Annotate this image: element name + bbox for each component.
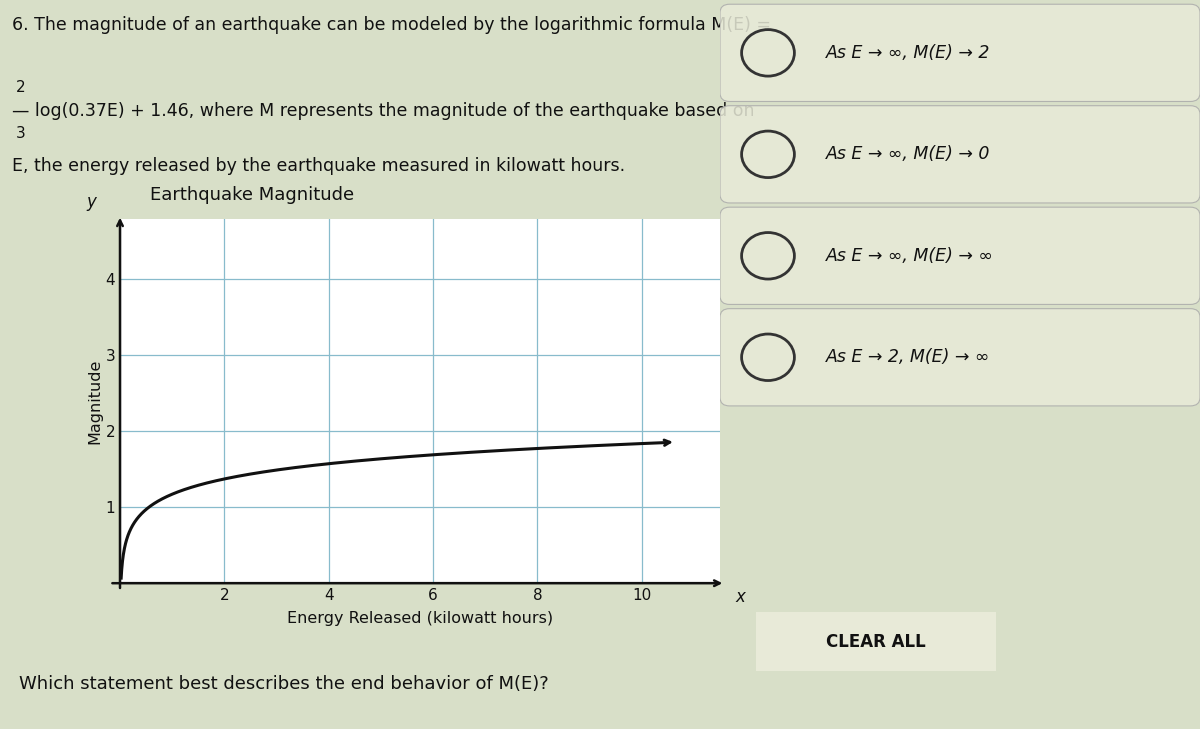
X-axis label: Energy Released (kilowatt hours): Energy Released (kilowatt hours)	[287, 612, 553, 626]
FancyBboxPatch shape	[744, 609, 1008, 674]
Y-axis label: Magnitude: Magnitude	[88, 358, 103, 444]
Text: y: y	[86, 193, 96, 211]
Text: x: x	[736, 588, 745, 606]
Text: 3: 3	[16, 125, 25, 141]
Text: As E → ∞, M(E) → 2: As E → ∞, M(E) → 2	[826, 44, 990, 62]
Text: 6. The magnitude of an earthquake can be modeled by the logarithmic formula M(E): 6. The magnitude of an earthquake can be…	[12, 16, 772, 34]
FancyBboxPatch shape	[720, 4, 1200, 101]
Text: — log(0.37E) + 1.46, where M represents the magnitude of the earthquake based on: — log(0.37E) + 1.46, where M represents …	[12, 102, 755, 120]
Text: As E → 2, M(E) → ∞: As E → 2, M(E) → ∞	[826, 348, 990, 366]
Text: CLEAR ALL: CLEAR ALL	[826, 633, 926, 650]
FancyBboxPatch shape	[720, 207, 1200, 305]
Text: As E → ∞, M(E) → ∞: As E → ∞, M(E) → ∞	[826, 247, 994, 265]
Text: 2: 2	[16, 80, 25, 95]
Text: Earthquake Magnitude: Earthquake Magnitude	[150, 186, 354, 204]
FancyBboxPatch shape	[720, 308, 1200, 406]
FancyBboxPatch shape	[720, 106, 1200, 203]
Text: As E → ∞, M(E) → 0: As E → ∞, M(E) → 0	[826, 145, 990, 163]
Text: Which statement best describes the end behavior of M(E)?: Which statement best describes the end b…	[19, 675, 548, 693]
Text: E, the energy released by the earthquake measured in kilowatt hours.: E, the energy released by the earthquake…	[12, 157, 625, 175]
